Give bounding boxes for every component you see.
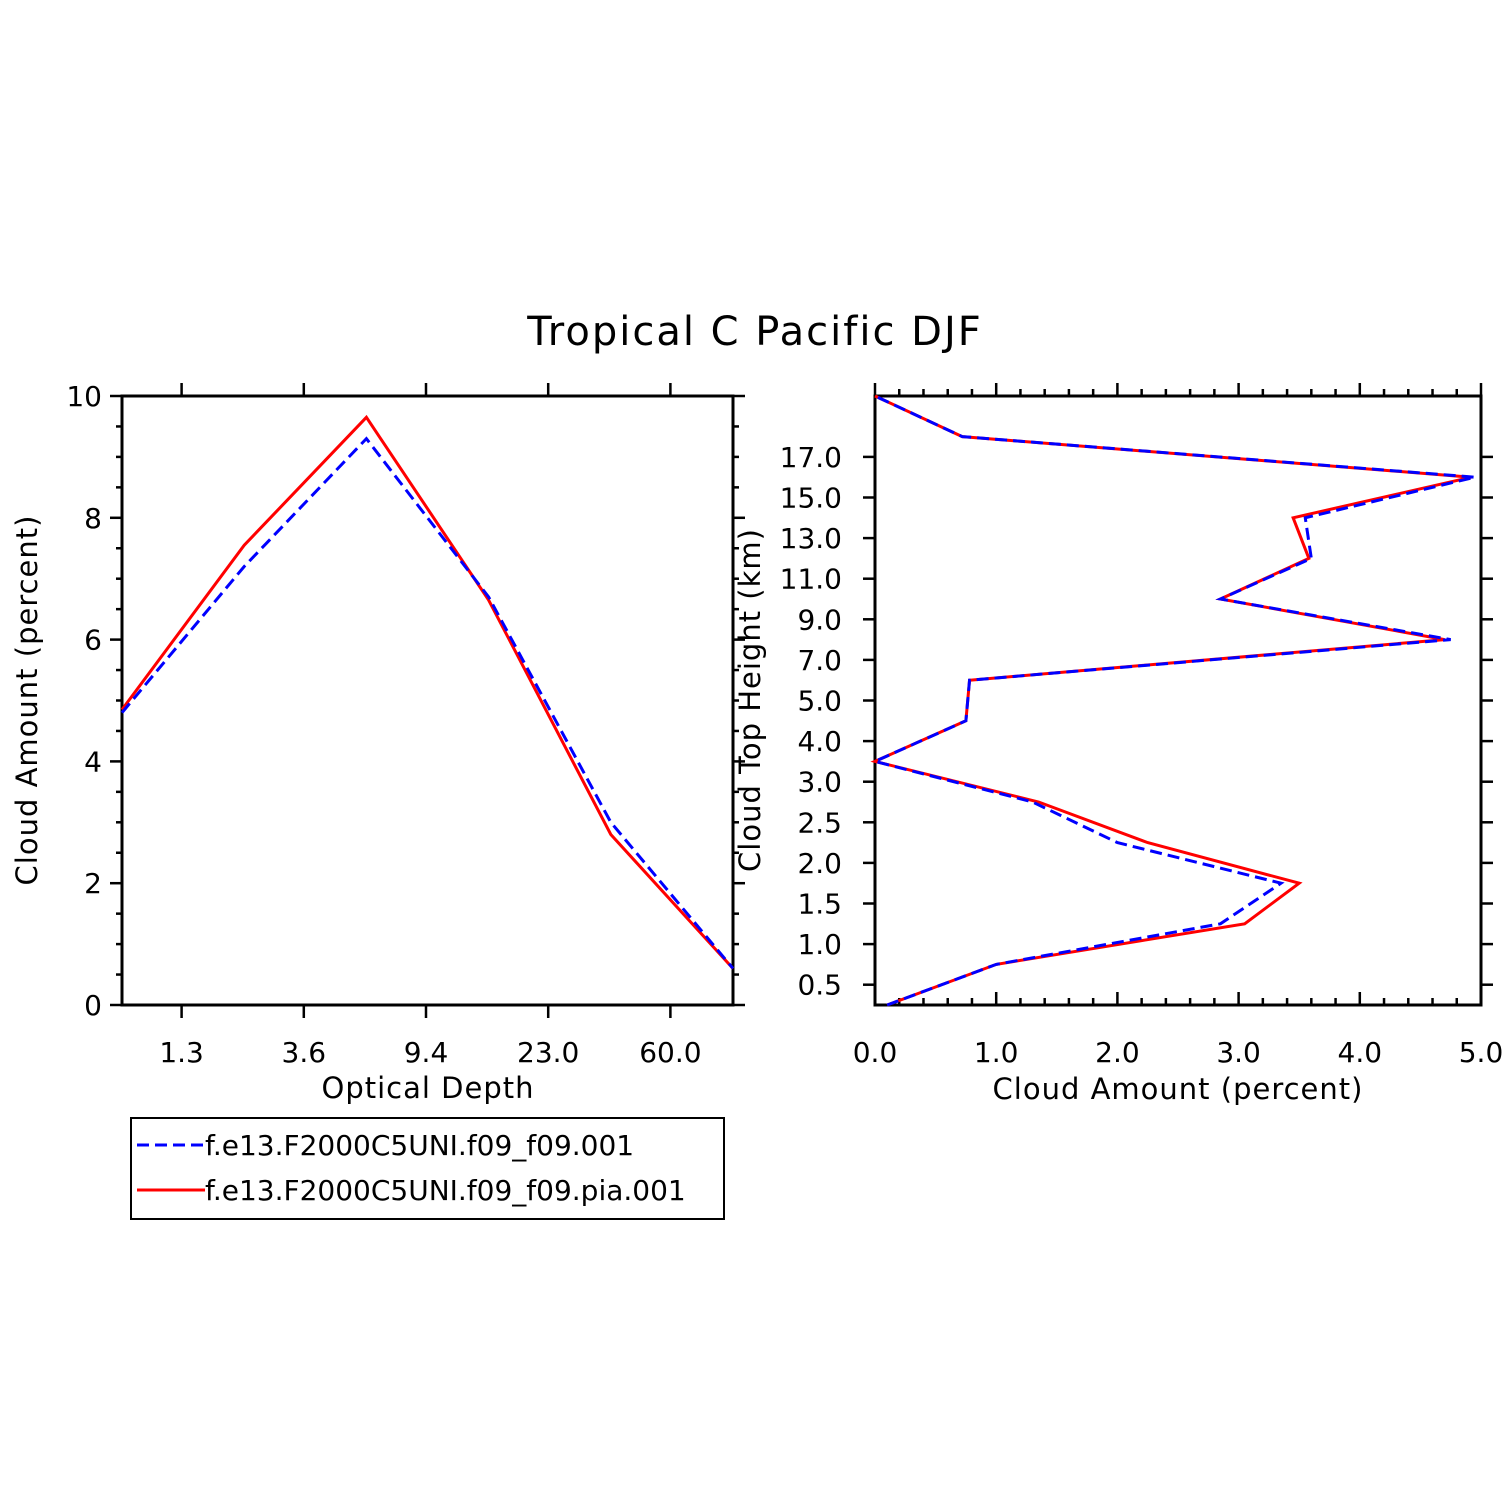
legend-box (130, 1117, 725, 1220)
right-y-tick-labels: 0.5 1.0 1.5 2.0 2.5 3.0 4.0 5.0 7.0 9.0 11.0 13.0 15… (780, 441, 842, 1002)
right-x-tick-labels: 0.0 1.0 2.0 3.0 4.0 5.0 (853, 1036, 1504, 1069)
left-x-tick-label: 9.4 (404, 1036, 449, 1069)
left-y-tick-label: 2 (84, 867, 102, 900)
left-x-tick-label: 3.6 (282, 1036, 327, 1069)
right-y-tick-label: 2.5 (797, 806, 842, 839)
right-x-axis-label: Cloud Amount (percent) (993, 1072, 1364, 1106)
left-series-dashed-blue (120, 436, 735, 970)
right-y-tick-label: 2.0 (797, 847, 842, 880)
legend-label-2: f.e13.F2000C5UNI.f09_f09.pia.001 (205, 1174, 686, 1207)
right-x-tick-label: 1.0 (974, 1036, 1019, 1069)
left-x-axis-label: Optical Depth (322, 1071, 535, 1105)
left-x-tick-label: 1.3 (159, 1036, 204, 1069)
right-y-axis-label: Cloud Top Height (km) (733, 528, 767, 872)
right-y-tick-label: 13.0 (780, 522, 842, 555)
right-y-tick-label: 1.5 (797, 888, 842, 921)
right-x-tick-label: 5.0 (1459, 1036, 1504, 1069)
right-series-solid-red (870, 394, 1472, 1007)
legend-label-1: f.e13.F2000C5UNI.f09_f09.001 (205, 1129, 634, 1162)
left-series-lines (120, 414, 735, 970)
left-y-tick-label: 8 (84, 502, 102, 535)
left-x-tick-label: 60.0 (639, 1036, 701, 1069)
right-y-tick-label: 7.0 (797, 644, 842, 677)
left-plot-frame (120, 394, 735, 1007)
right-y-tick-label: 3.0 (797, 766, 842, 799)
right-x-tick-label: 4.0 (1338, 1036, 1383, 1069)
left-y-axis-label: Cloud Amount (percent) (10, 515, 44, 886)
left-y-tick-label: 4 (84, 745, 102, 778)
left-y-tick-label: 0 (84, 989, 102, 1022)
left-x-tick-labels: 1.3 3.6 9.4 23.0 60.0 (159, 1036, 701, 1069)
left-x-tick-label: 23.0 (517, 1036, 579, 1069)
chart-title: Tropical C Pacific DJF (526, 309, 983, 355)
right-y-tick-label: 0.5 (797, 969, 842, 1002)
left-y-tick-label: 10 (66, 380, 102, 413)
legend: f.e13.F2000C5UNI.f09_f09.001 f.e13.F2000… (130, 1117, 725, 1220)
cloud-top-height-chart: 0.5 1.0 1.5 2.0 2.5 3.0 4.0 5.0 7.0 9.0 11.0 13.0 15… (733, 383, 1503, 1106)
right-plot-frame (873, 394, 1483, 1007)
right-y-tick-label: 15.0 (780, 482, 842, 515)
right-y-tick-label: 11.0 (780, 563, 842, 596)
right-x-tick-label: 3.0 (1216, 1036, 1261, 1069)
right-y-tick-label: 4.0 (797, 725, 842, 758)
right-x-tick-label: 2.0 (1095, 1036, 1140, 1069)
right-tick-marks (863, 383, 1493, 1005)
left-y-tick-label: 6 (84, 624, 102, 657)
left-tick-marks (110, 383, 745, 1018)
right-y-tick-label: 17.0 (780, 441, 842, 474)
right-y-tick-label: 1.0 (797, 928, 842, 961)
left-y-tick-labels: 0 2 4 6 8 10 (66, 380, 102, 1022)
right-y-tick-label: 5.0 (797, 685, 842, 718)
left-series-solid-red (120, 414, 735, 970)
right-series-lines (870, 394, 1476, 1007)
right-series-dashed-blue (870, 394, 1476, 1007)
right-y-tick-label: 9.0 (797, 603, 842, 636)
right-x-tick-label: 0.0 (853, 1036, 898, 1069)
